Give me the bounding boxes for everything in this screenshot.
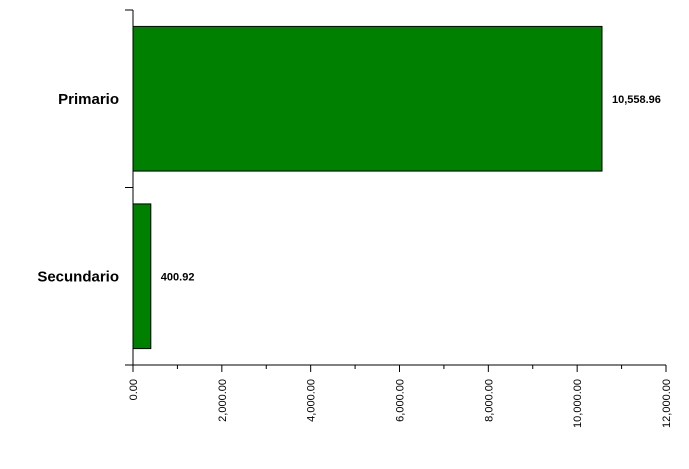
data-label: 10,558.96 [612,94,661,106]
x-tick-label: 8,000.00 [483,379,495,422]
bar-primario [132,25,603,172]
x-tick-label: 12,000.00 [661,379,673,428]
x-tick-label: 4,000.00 [306,379,318,422]
bars [132,25,603,350]
x-tick-label: 10,000.00 [572,379,584,428]
category-label: Primario [58,91,119,108]
data-label: 400.92 [161,271,195,283]
x-tick-label: 0.00 [128,379,140,400]
bar-secundario [132,203,152,350]
labels: 0.00 2,000.00 4,000.00 6,000.00 8,000.00 10,0… [37,91,673,428]
category-label: Secundario [37,268,119,285]
x-tick-label: 6,000.00 [395,379,407,422]
x-tick-label: 2,000.00 [217,379,229,422]
